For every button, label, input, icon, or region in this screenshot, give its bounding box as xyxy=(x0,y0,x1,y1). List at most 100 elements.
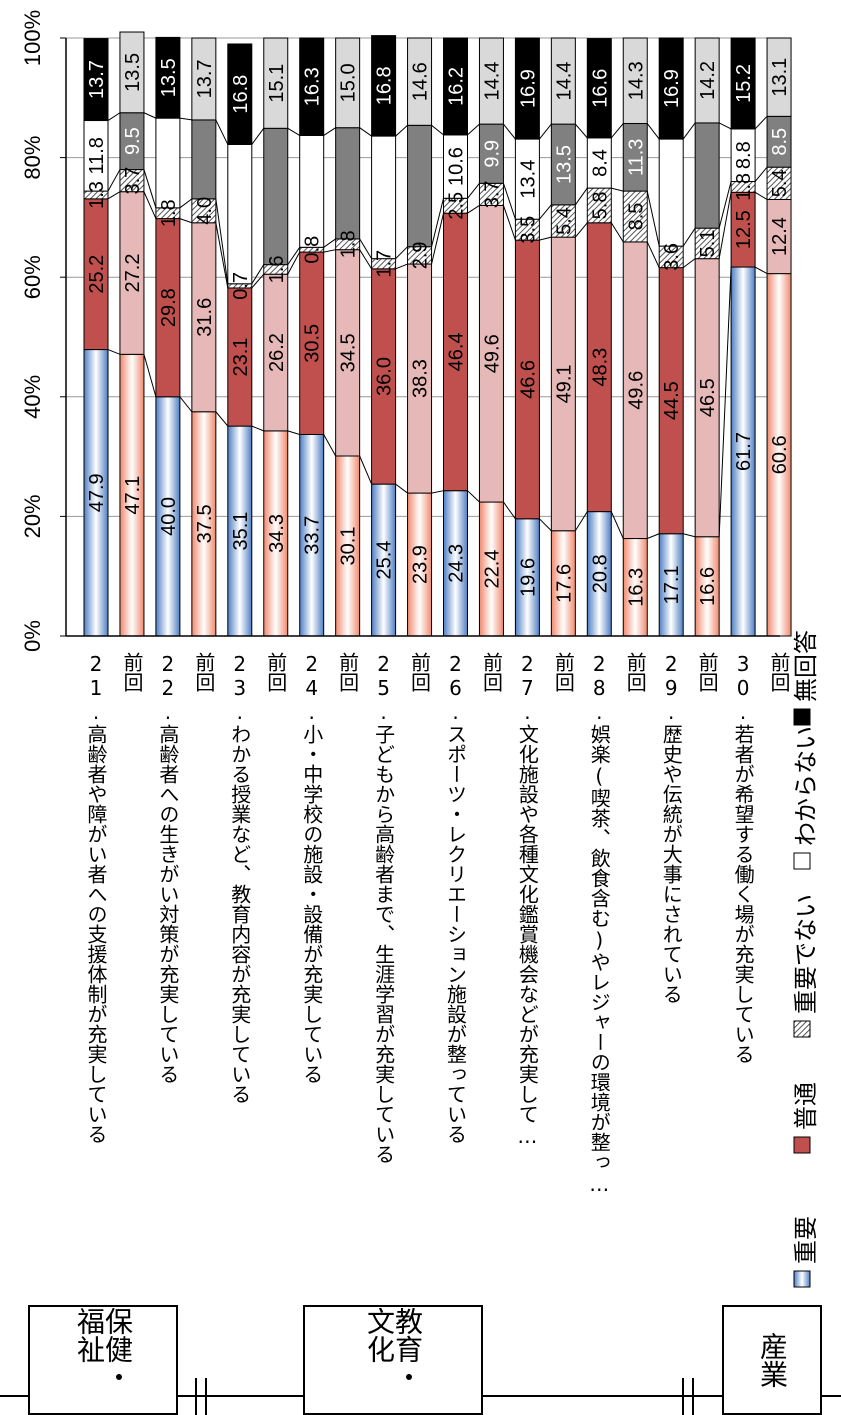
data-label: 49.1 xyxy=(553,364,575,403)
group-label-education: 教育・文化 xyxy=(363,1307,424,1391)
data-label: 49.6 xyxy=(481,334,503,373)
series-connector xyxy=(539,236,552,241)
data-label: 24.3 xyxy=(446,544,468,583)
series-connector xyxy=(359,249,373,270)
data-label: 1.8 xyxy=(158,199,180,227)
bar-segment xyxy=(694,122,720,229)
data-label: 40.0 xyxy=(158,497,180,536)
series-connector xyxy=(251,273,265,289)
series-connector xyxy=(323,249,336,253)
data-label: 34.3 xyxy=(266,514,288,553)
data-label: 37.5 xyxy=(194,504,216,543)
series-connector xyxy=(682,227,696,247)
data-label: 8.5 xyxy=(769,128,791,156)
series-connector xyxy=(467,123,480,136)
series-connector xyxy=(251,264,265,285)
series-connector xyxy=(646,190,660,247)
series-connector xyxy=(611,187,624,192)
data-label: 34.5 xyxy=(338,333,360,372)
data-label: 47.1 xyxy=(122,476,144,515)
bar-segment xyxy=(586,38,612,139)
data-label: 15.0 xyxy=(338,63,360,102)
data-label: 16.8 xyxy=(230,75,252,114)
category-label: 23.わかる授業など、教育内容が充実している xyxy=(228,652,252,1104)
series-connector xyxy=(179,218,193,224)
bar-segment xyxy=(478,37,504,125)
data-label: 36.0 xyxy=(374,357,396,396)
bar-segment xyxy=(119,191,145,355)
series-connector xyxy=(754,166,768,182)
data-label: 30.1 xyxy=(338,527,360,566)
bar-segment xyxy=(766,115,792,168)
data-label: 13.4 xyxy=(517,160,539,199)
category-label: 27.文化施設や各種文化鑑賞機会などが充実して… xyxy=(515,652,539,1148)
series-connector xyxy=(251,425,264,432)
series-connector xyxy=(646,241,660,268)
data-label: 13.5 xyxy=(158,58,180,97)
bar-segment xyxy=(550,530,576,637)
data-label: 27.2 xyxy=(122,254,144,293)
bar-segment xyxy=(443,212,468,492)
group-frame-industry: 産業 xyxy=(722,1305,822,1415)
bar-segment xyxy=(478,204,504,503)
bar-segment xyxy=(371,135,397,260)
data-label: 5.4 xyxy=(553,207,575,235)
legend-swatch xyxy=(793,1136,811,1154)
data-label: 46.4 xyxy=(446,332,468,371)
data-label: 35.1 xyxy=(230,512,252,551)
group-frame-health: 保健・福祉 xyxy=(28,1305,178,1415)
data-label: 1.8 xyxy=(733,173,755,201)
data-label: 31.6 xyxy=(194,298,216,337)
series-connector xyxy=(431,124,444,136)
bar-segment xyxy=(550,37,576,125)
data-label: 17.6 xyxy=(553,564,575,603)
category-label: 26.スポーツ・レクリエーション施設が整っている xyxy=(444,652,468,1144)
data-label: 3.7 xyxy=(122,167,144,195)
bar-segment xyxy=(694,227,720,260)
data-label: 23.9 xyxy=(410,545,432,584)
bar-segment xyxy=(550,123,576,206)
data-label: 29.8 xyxy=(158,288,180,327)
data-label: 33.7 xyxy=(302,516,324,555)
y-tick-label: 40% xyxy=(20,375,45,419)
bar-segment xyxy=(119,31,145,114)
group-divider-1a xyxy=(195,1378,197,1415)
bar-segment xyxy=(155,396,181,637)
bar-segment xyxy=(443,37,468,136)
data-label: 16.6 xyxy=(697,567,719,606)
data-label: 14.4 xyxy=(481,62,503,101)
series-connector xyxy=(610,511,624,539)
series-connector xyxy=(215,198,229,284)
data-label: 8.8 xyxy=(733,141,755,169)
series-connector xyxy=(610,123,624,139)
series-connector xyxy=(143,191,157,219)
series-connector xyxy=(287,251,301,275)
legend-swatch xyxy=(793,1020,811,1038)
series-connector xyxy=(395,246,408,260)
data-label: 16.2 xyxy=(446,67,468,106)
data-label: 5.8 xyxy=(589,192,611,220)
data-label: 16.3 xyxy=(625,568,647,607)
series-connector xyxy=(359,238,373,259)
group-frame-education: 教育・文化 xyxy=(303,1305,483,1415)
bar-segment xyxy=(730,191,756,268)
data-label: 12.4 xyxy=(769,217,791,256)
series-connector xyxy=(215,222,229,289)
data-label: 8.5 xyxy=(625,203,647,231)
bar-segment xyxy=(694,37,720,124)
series-connector xyxy=(287,127,300,136)
series-connector xyxy=(718,122,732,130)
series-connector xyxy=(431,490,444,494)
data-label: 17.1 xyxy=(661,565,683,604)
bar-segment xyxy=(407,124,433,248)
bar-segment xyxy=(550,204,576,238)
data-label: 10.6 xyxy=(446,147,468,186)
data-labels: 47.9 25.2 1.3 11.8 13.7 47.1 27.2 3.7 9.5 13.5 40.… xyxy=(86,53,791,607)
data-label: 47.9 xyxy=(86,473,108,512)
bar-segment xyxy=(119,112,145,171)
series-connector xyxy=(143,169,157,208)
group-label-health: 保健・福祉 xyxy=(73,1307,134,1391)
series-connector xyxy=(107,112,121,121)
data-label: 46.6 xyxy=(517,360,539,399)
series-connector xyxy=(539,518,552,532)
